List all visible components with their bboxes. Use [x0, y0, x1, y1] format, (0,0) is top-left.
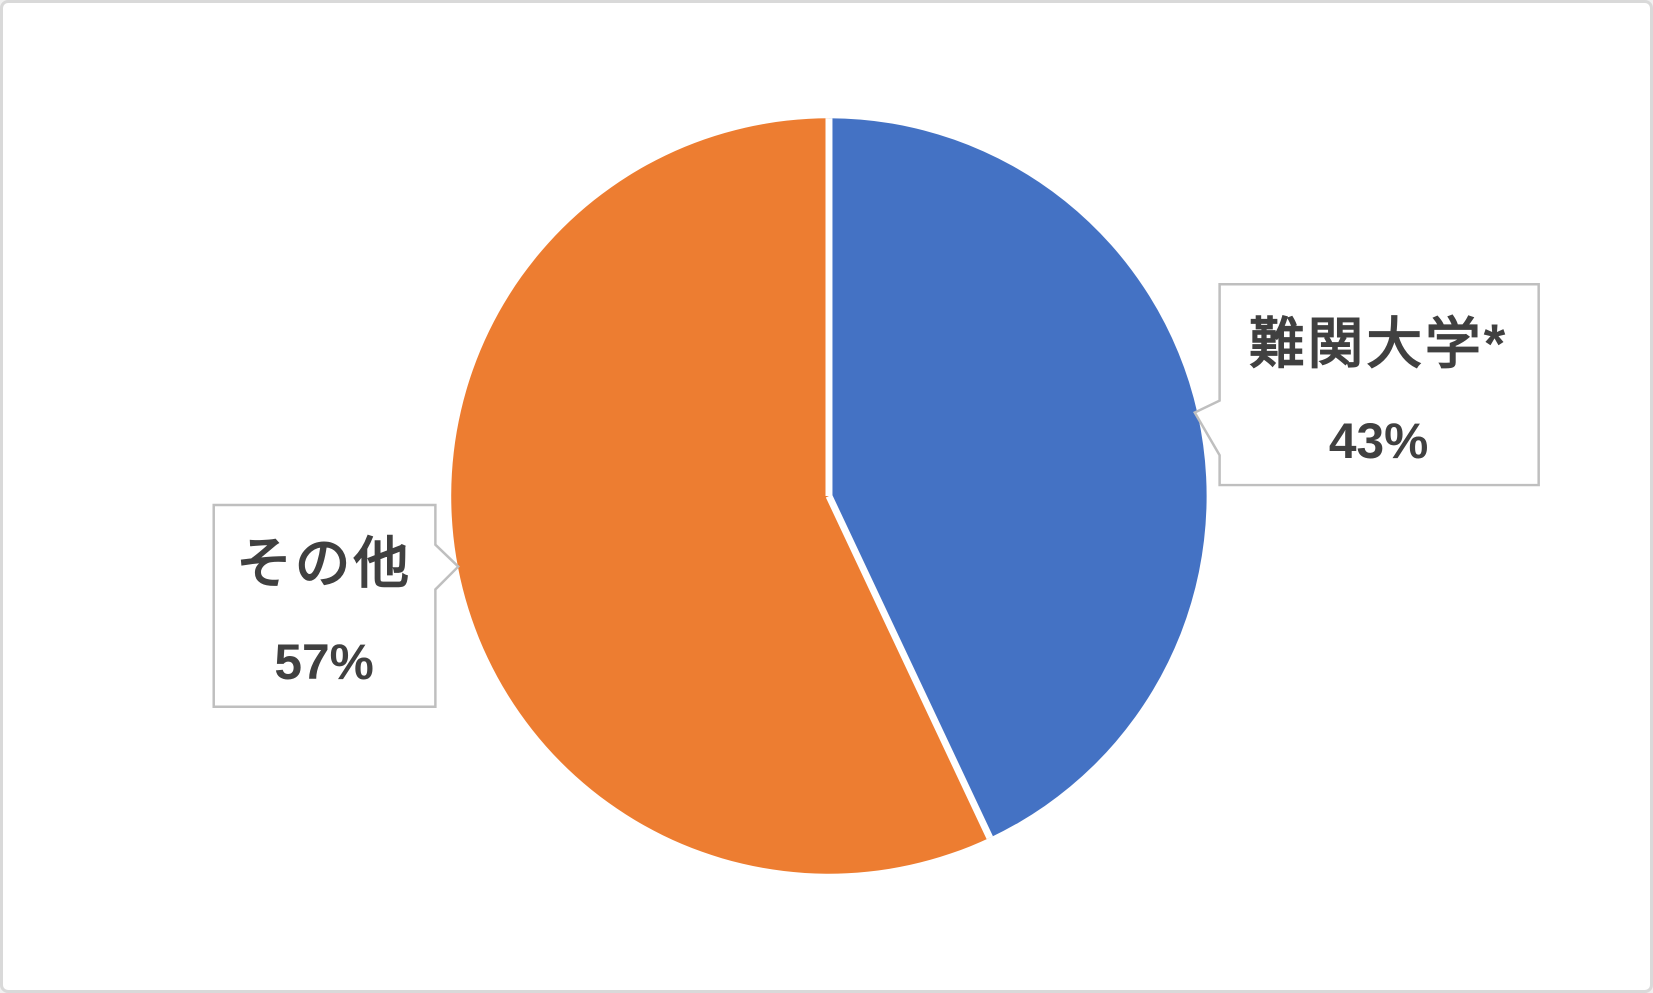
callout-nankan-daigaku: 難関大学* 43%: [1193, 283, 1540, 487]
pie-chart-svg: 難関大学* 43% その他 57%: [212, 118, 1540, 874]
callout-left-percent-label: 57%: [274, 634, 373, 690]
callout-right-category-label: 難関大学*: [1249, 313, 1508, 375]
pie-slice-nankan-daigaku: [828, 118, 1207, 838]
callout-box-right: [1193, 283, 1540, 487]
callout-sonota: その他 57%: [212, 503, 461, 708]
pie-chart: [451, 118, 1207, 874]
callout-box-left: [212, 503, 461, 708]
callout-right-percent-label: 43%: [1329, 413, 1428, 469]
pie-slice-separator-lines: [825, 118, 993, 840]
callout-left-category-label: その他: [236, 532, 412, 594]
pie-slice-sonota: [451, 118, 990, 874]
